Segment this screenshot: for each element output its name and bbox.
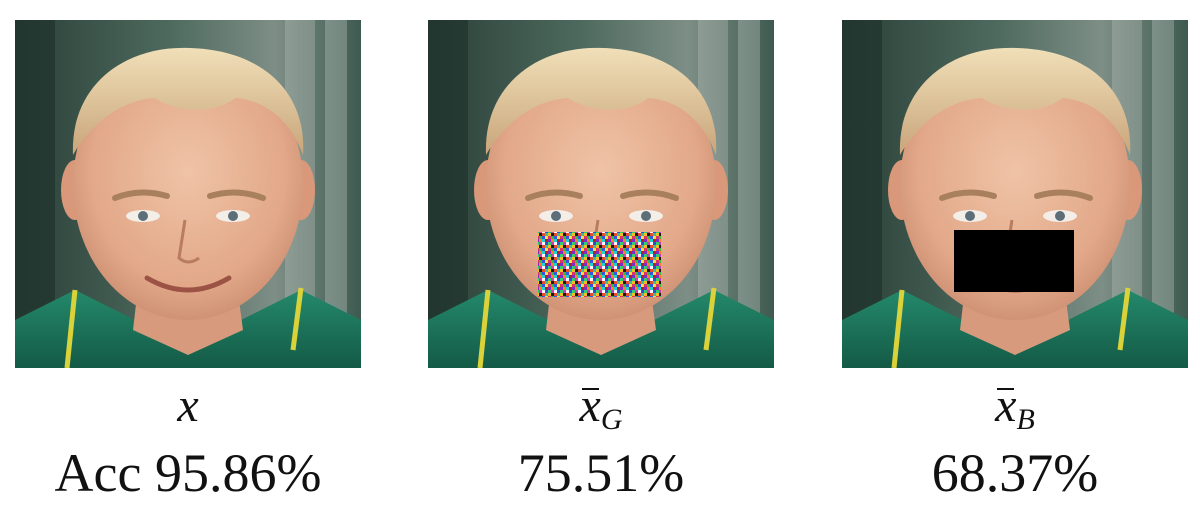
symbol-letter-overlined: x	[579, 379, 601, 432]
face-illustration	[428, 20, 774, 368]
symbol-x: x	[15, 378, 361, 434]
face-photo	[842, 20, 1188, 368]
symbol-subscript: G	[600, 403, 623, 436]
face-image-black-occluded	[842, 20, 1188, 370]
face-illustration	[842, 20, 1188, 368]
face-image-original	[15, 20, 361, 370]
symbol-x-bar-g: xG	[428, 378, 774, 448]
noise-patch	[538, 232, 661, 297]
symbol-letter: x	[177, 379, 199, 432]
symbol-subscript: B	[1016, 403, 1035, 436]
face-illustration	[15, 20, 361, 368]
symbol-x-bar-b: xB	[842, 378, 1188, 448]
face-photo	[15, 20, 361, 368]
accuracy-black: 68.37%	[931, 443, 1099, 503]
accuracy-original: Acc 95.86%	[54, 443, 322, 503]
accuracy-gaussian: 75.51%	[517, 443, 685, 503]
face-image-gaussian-occluded	[428, 20, 774, 370]
face-photo	[428, 20, 774, 368]
black-patch	[954, 230, 1074, 292]
symbol-letter-overlined: x	[995, 379, 1017, 432]
